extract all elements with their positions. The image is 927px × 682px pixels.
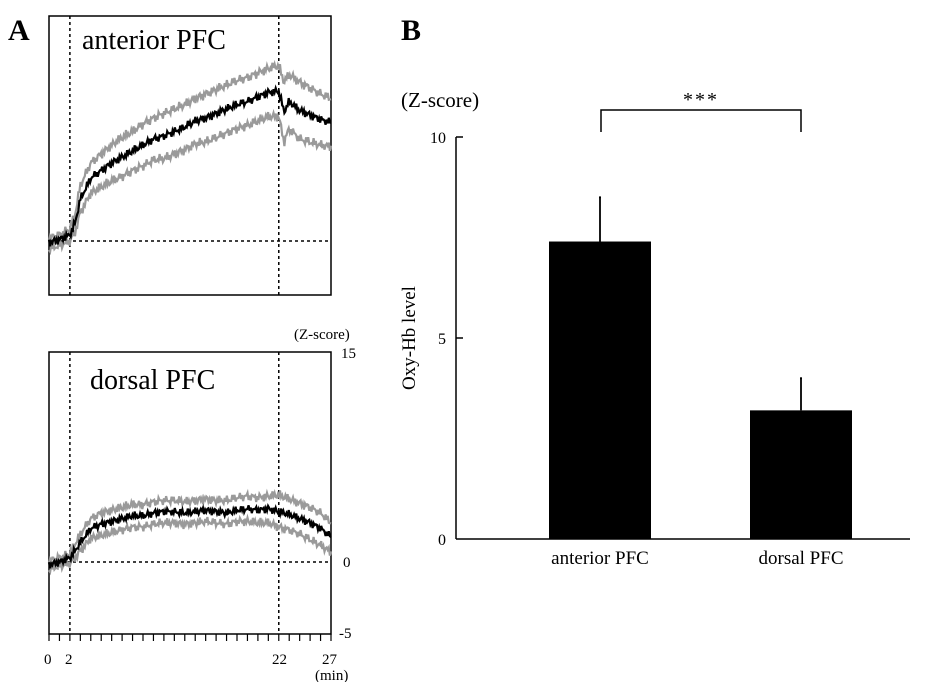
panel-b-letter: B <box>401 14 421 47</box>
x-tick-2: 2 <box>65 652 73 668</box>
right-tick-0: 0 <box>343 555 351 571</box>
x-axis-ticks <box>48 634 332 641</box>
panel-b-ylabel: Oxy-Hb level <box>399 286 420 390</box>
right-axis-unit: (Z-score) <box>294 327 350 343</box>
anterior-mean-line <box>47 84 332 247</box>
panel-b-ytick-10: 10 <box>430 130 446 147</box>
category-label-dorsal: dorsal PFC <box>759 548 844 569</box>
anterior-plot-title: anterior PFC <box>82 25 226 56</box>
dorsal-plot-frame <box>48 351 332 635</box>
dorsal-plot-title: dorsal PFC <box>90 365 215 396</box>
right-tick-neg5: -5 <box>339 626 352 642</box>
bars-group <box>549 196 852 539</box>
panel-b-ytick-0: 0 <box>438 532 446 549</box>
dorsal-lower-sd-line <box>48 513 333 576</box>
panel-b: B (Z-score) Oxy-Hb level 10 5 0 anterior… <box>399 14 910 569</box>
category-label-anterior: anterior PFC <box>551 548 649 569</box>
significance-stars: *** <box>683 89 719 111</box>
anterior-plot-frame <box>48 15 332 296</box>
panel-b-unit: (Z-score) <box>401 88 479 112</box>
x-tick-0: 0 <box>44 652 52 668</box>
x-axis-unit: (min) <box>315 668 348 682</box>
panel-a: A anterior PFC dorsal PFC (Z-score) 15 0… <box>8 14 356 682</box>
right-tick-15: 15 <box>341 346 356 362</box>
dorsal-upper-sd-line <box>47 488 332 566</box>
bar-0 <box>549 241 651 539</box>
x-tick-22: 22 <box>272 652 287 668</box>
dorsal-series-group <box>47 352 333 634</box>
anterior-lower-sd-line <box>48 108 333 256</box>
anterior-series-group <box>47 16 333 295</box>
x-tick-27: 27 <box>322 652 338 668</box>
significance-bracket <box>600 109 802 132</box>
panel-a-letter: A <box>8 14 30 47</box>
panel-b-ytick-5: 5 <box>438 331 446 348</box>
anterior-upper-sd-line <box>47 59 332 244</box>
bar-1 <box>750 410 852 539</box>
dorsal-mean-line <box>47 502 332 569</box>
